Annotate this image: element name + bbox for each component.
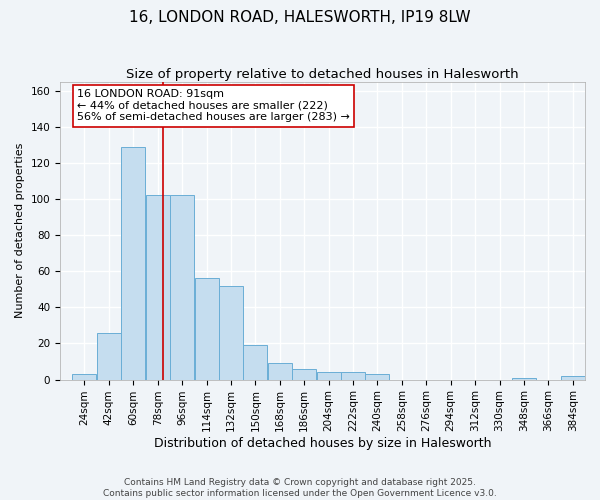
Bar [292,369,316,380]
Bar [561,376,585,380]
Text: 16, LONDON ROAD, HALESWORTH, IP19 8LW: 16, LONDON ROAD, HALESWORTH, IP19 8LW [129,10,471,25]
Bar [219,286,243,380]
Title: Size of property relative to detached houses in Halesworth: Size of property relative to detached ho… [126,68,519,80]
Bar [341,372,365,380]
Bar [365,374,389,380]
X-axis label: Distribution of detached houses by size in Halesworth: Distribution of detached houses by size … [154,437,491,450]
Bar [121,146,145,380]
Bar [73,374,97,380]
Bar [146,196,170,380]
Text: Contains HM Land Registry data © Crown copyright and database right 2025.
Contai: Contains HM Land Registry data © Crown c… [103,478,497,498]
Bar [170,196,194,380]
Text: 16 LONDON ROAD: 91sqm
← 44% of detached houses are smaller (222)
56% of semi-det: 16 LONDON ROAD: 91sqm ← 44% of detached … [77,89,350,122]
Bar [317,372,341,380]
Bar [194,278,218,380]
Bar [97,332,121,380]
Bar [268,364,292,380]
Y-axis label: Number of detached properties: Number of detached properties [15,143,25,318]
Bar [512,378,536,380]
Bar [244,346,268,380]
